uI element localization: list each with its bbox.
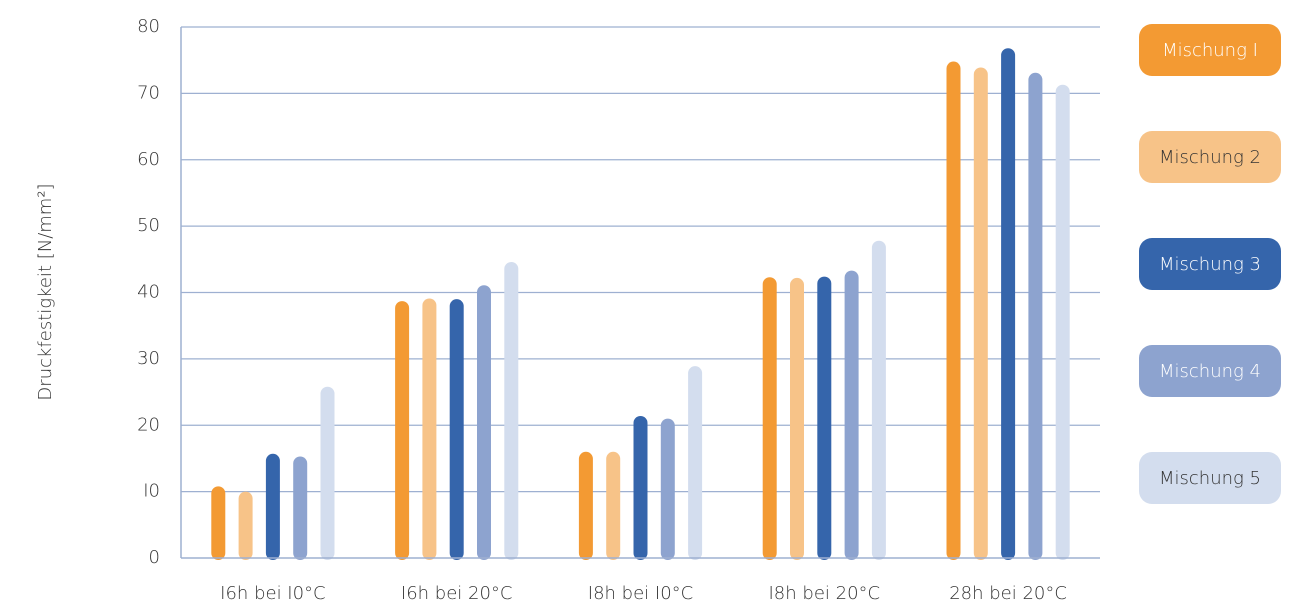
bar — [504, 261, 519, 560]
bar — [633, 415, 648, 560]
legend-item: Mischung I — [1139, 24, 1281, 76]
bar — [790, 277, 804, 560]
axis-layer: 0 I0 20 30 40 50 60 70 80 I6h bei I0°C I6h bei 20°… — [137, 16, 1100, 604]
legend-item: Mischung 4 — [1139, 345, 1281, 397]
x-tick-label: I6h bei I0°C — [220, 583, 325, 604]
y-tick-label: 40 — [137, 282, 160, 303]
bar — [817, 276, 832, 560]
bar — [688, 366, 703, 560]
x-tick-label: I8h bei I0°C — [588, 583, 693, 604]
y-tick-label: 0 — [149, 547, 160, 568]
bar — [606, 451, 621, 560]
bar — [477, 285, 491, 560]
y-tick-label: 20 — [137, 414, 160, 435]
bar — [320, 386, 335, 560]
bar — [395, 301, 410, 560]
bar — [1028, 72, 1043, 560]
x-tick-label: I6h bei 20°C — [401, 583, 513, 604]
bar — [238, 491, 253, 560]
bar — [973, 67, 988, 561]
bar — [660, 418, 675, 560]
legend-item: Mischung 3 — [1139, 238, 1281, 290]
y-tick-label: 60 — [137, 149, 160, 170]
bar — [844, 270, 859, 560]
y-tick-label: 70 — [137, 82, 160, 103]
y-tick-label: I0 — [143, 481, 160, 502]
legend-item: Mischung 2 — [1139, 131, 1281, 183]
x-tick-label: I8h bei 20°C — [769, 583, 881, 604]
bar — [449, 299, 464, 560]
bar — [211, 486, 226, 560]
bar — [946, 61, 961, 560]
y-tick-label: 50 — [137, 215, 160, 236]
bar — [1001, 48, 1016, 561]
legend: Mischung I Mischung 2 Mischung 3 Mischung 4… — [1139, 24, 1281, 559]
bar — [265, 453, 280, 560]
x-tick-label: 28h bei 20°C — [949, 583, 1067, 604]
bar — [762, 277, 777, 560]
bar — [422, 298, 437, 560]
y-axis-label: Druckfestigkeit [N/mm²] — [35, 183, 56, 400]
bar — [578, 451, 593, 560]
y-tick-label: 80 — [137, 16, 160, 37]
legend-item: Mischung 5 — [1139, 452, 1281, 504]
bars-layer — [211, 48, 1070, 561]
y-tick-label: 30 — [137, 348, 160, 369]
bar — [293, 456, 308, 560]
bar — [871, 240, 886, 561]
bar — [1055, 84, 1070, 560]
